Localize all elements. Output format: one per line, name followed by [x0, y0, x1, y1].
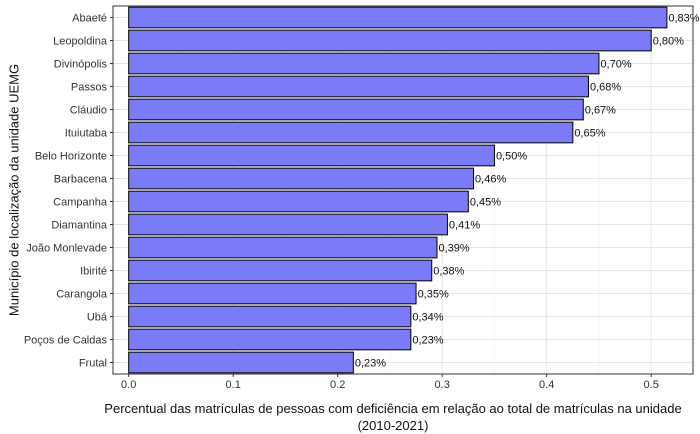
y-tick-label: Campanha: [53, 197, 108, 209]
data-labels: 0,83% 0,80% 0,70% 0,68% 0,67% 0,65% 0,50% 0,46%…: [355, 13, 700, 370]
plot-panel-border: [112, 5, 694, 375]
bar: [128, 144, 495, 167]
bar-value-label: 0,67%: [585, 105, 616, 117]
y-tick-label: Ubá: [87, 312, 108, 324]
y-tick-label: Diamantina: [51, 220, 108, 232]
bar-value-label: 0,23%: [355, 358, 386, 370]
bar-value-label: 0,68%: [590, 82, 621, 94]
x-tick-label: 0.3: [435, 379, 450, 391]
bar: [128, 282, 417, 305]
y-tick-label: Abaeté: [72, 13, 107, 25]
y-tick-label: João Monlevade: [26, 243, 107, 255]
y-tick-label: Passos: [71, 82, 108, 94]
bar-value-label: 0,38%: [433, 266, 464, 278]
y-tick-label: Barbacena: [54, 174, 108, 186]
bar: [128, 259, 433, 282]
bar: [128, 305, 412, 328]
x-axis-title-line2: (2010-2021): [358, 418, 429, 433]
bar-value-label: 0,41%: [449, 220, 480, 232]
bar: [128, 236, 438, 259]
bar-value-label: 0,23%: [412, 335, 443, 347]
bar: [128, 328, 412, 351]
bar: [128, 167, 475, 190]
bar-value-label: 0,65%: [574, 128, 605, 140]
bar: [128, 98, 584, 121]
y-tick-label: Cláudio: [70, 105, 107, 117]
bar-value-label: 0,34%: [412, 312, 443, 324]
y-tick-label: Frutal: [79, 358, 107, 370]
x-tick-label: 0.5: [644, 379, 659, 391]
x-tick-label: 0.1: [226, 379, 241, 391]
bar-value-label: 0,70%: [600, 59, 631, 71]
y-tick-label: Divinópolis: [54, 59, 108, 71]
bar: [128, 190, 469, 213]
bar-value-label: 0,80%: [653, 36, 684, 48]
x-tick-label: 0.4: [539, 379, 554, 391]
y-tick-label: Belo Horizonte: [35, 151, 107, 163]
bar-value-label: 0,45%: [470, 197, 501, 209]
x-axis-title-line1: Percentual das matrículas de pessoas com…: [104, 401, 681, 416]
y-tick-label: Carangola: [56, 289, 108, 301]
bar-value-label: 0,35%: [418, 289, 449, 301]
y-axis-title: Município de localização da unidade UEMG: [7, 64, 22, 316]
y-tick-label: Ibirité: [80, 266, 107, 278]
bar: [128, 351, 354, 374]
bar: [128, 52, 600, 75]
bar-value-label: 0,50%: [496, 151, 527, 163]
bar-value-label: 0,39%: [438, 243, 469, 255]
y-tick-labels: Abaeté Leopoldina Divinópolis Passos Cláudio…: [24, 13, 113, 370]
y-tick-label: Leopoldina: [53, 36, 108, 48]
bar-value-label: 0,46%: [475, 174, 506, 186]
bar: [128, 29, 652, 52]
bar: [128, 6, 668, 29]
x-tick-label: 0.2: [330, 379, 345, 391]
bar: [128, 121, 574, 144]
bar: [128, 213, 448, 236]
x-tick-labels: 0.0 0.1 0.2 0.3 0.4 0.5: [121, 374, 659, 391]
bars: [128, 6, 668, 374]
bar-value-label: 0,83%: [668, 13, 699, 25]
y-tick-label: Poços de Caldas: [24, 335, 108, 347]
x-tick-label: 0.0: [121, 379, 136, 391]
y-tick-label: Ituiutaba: [65, 128, 108, 140]
bar: [128, 75, 589, 98]
